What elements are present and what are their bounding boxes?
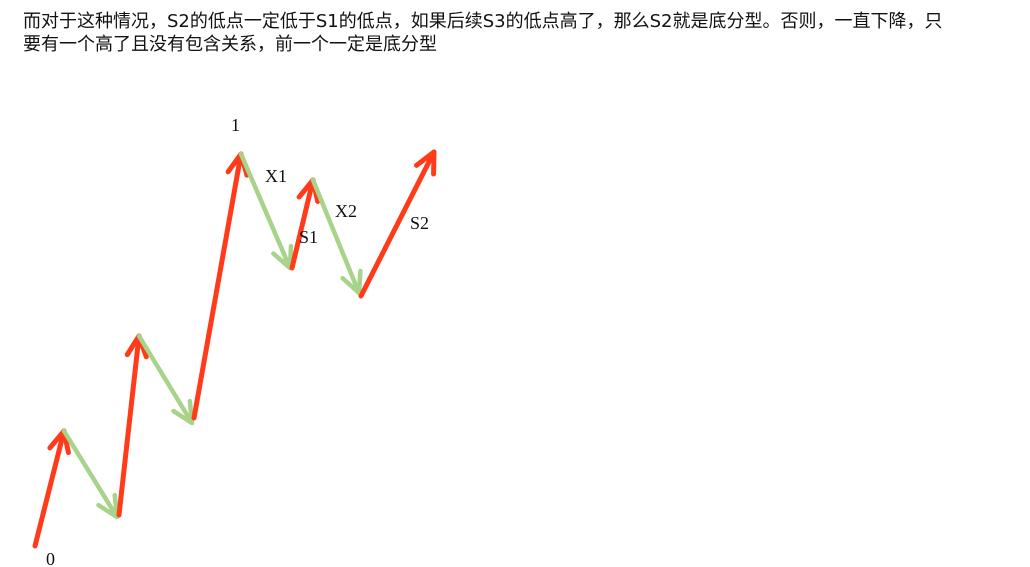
peak-label: 1 (231, 115, 240, 135)
s2-label: S2 (410, 213, 429, 233)
up-stroke-3 (191, 151, 250, 421)
origin-label: 0 (46, 549, 55, 567)
x2-label: X2 (335, 201, 357, 221)
down-stroke-2 (136, 333, 195, 426)
up-stroke-2 (116, 333, 149, 518)
explanation-paragraph: 而对于这种情况，S2的低点一定低于S1的低点，如果后续S3的低点高了，那么S2就… (23, 10, 1023, 56)
stroke-arrows (32, 149, 437, 549)
down-stroke-x2 (310, 177, 363, 296)
up-stroke-3-shaft (191, 151, 244, 421)
up-stroke-1 (32, 428, 71, 549)
up-stroke-2-shaft (116, 333, 142, 518)
down-stroke-2-shaft (136, 333, 195, 426)
down-stroke-2-arrowhead (171, 398, 195, 426)
up-stroke-s2-shaft (358, 149, 437, 299)
down-stroke-x2-shaft (310, 177, 362, 296)
paragraph-line-2: 要有一个高了且没有包含关系，前一个一定是底分型 (23, 34, 437, 55)
s1-label: S1 (299, 227, 318, 247)
down-stroke-1 (61, 428, 120, 520)
paragraph-line-1: 而对于这种情况，S2的低点一定低于S1的低点，如果后续S3的低点高了，那么S2就… (23, 11, 943, 32)
down-stroke-1-arrowhead (96, 492, 120, 520)
up-stroke-s1 (289, 177, 321, 271)
up-stroke-s2 (358, 149, 437, 299)
down-stroke-3-shaft (238, 151, 293, 271)
down-stroke-x2-arrowhead (340, 268, 363, 296)
up-stroke-1-shaft (32, 428, 67, 549)
down-stroke-1-shaft (61, 428, 120, 520)
x1-label: X1 (265, 166, 287, 186)
up-stroke-s1-shaft (289, 177, 316, 271)
up-stroke-s2-arrowhead (414, 149, 437, 177)
